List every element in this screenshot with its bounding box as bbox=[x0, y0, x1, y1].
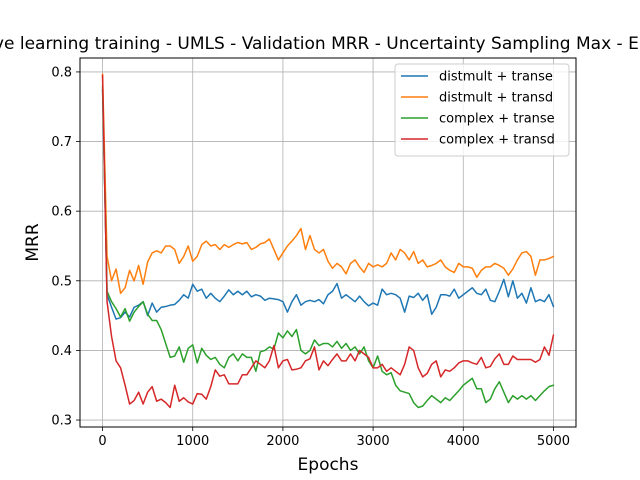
axis-ticks: 0 1000 2000 3000 4000 5000 0.3 0.4 0.5 0.6 0.7 0.8 bbox=[51, 65, 570, 449]
y-tick-label: 0.8 bbox=[51, 65, 72, 80]
legend-box bbox=[394, 63, 570, 157]
legend-label: complex + transe bbox=[439, 112, 555, 127]
plot-frame bbox=[79, 57, 577, 428]
y-tick-label: 0.6 bbox=[51, 205, 72, 220]
series-lines bbox=[101, 73, 555, 409]
y-tick-label: 0.4 bbox=[51, 344, 72, 359]
y-tick-label: 0.5 bbox=[51, 274, 72, 289]
y-tick-label: 0.3 bbox=[51, 414, 72, 429]
chart-title: Active learning training - UMLS - Valida… bbox=[0, 34, 640, 54]
legend-label: distmult + transe bbox=[439, 70, 553, 85]
y-tick-label: 0.7 bbox=[51, 135, 72, 150]
series-line-distmult-transe bbox=[101, 88, 555, 320]
series-line-distmult-transd bbox=[101, 73, 555, 295]
legend-label: complex + transd bbox=[439, 133, 555, 148]
x-tick-label: 5000 bbox=[537, 434, 570, 449]
x-tick-label: 4000 bbox=[447, 434, 480, 449]
series-line-complex-transe bbox=[101, 85, 555, 409]
legend: distmult + transe distmult + transd comple… bbox=[394, 63, 570, 157]
y-axis-label: MRR bbox=[23, 223, 43, 261]
x-tick-label: 2000 bbox=[266, 434, 299, 449]
x-tick-label: 0 bbox=[98, 434, 106, 449]
x-tick-label: 1000 bbox=[176, 434, 209, 449]
x-tick-label: 3000 bbox=[357, 434, 390, 449]
series-line-complex-transd bbox=[101, 74, 555, 409]
x-axis-label: Epochs bbox=[298, 455, 359, 475]
legend-label: distmult + transd bbox=[439, 91, 553, 106]
